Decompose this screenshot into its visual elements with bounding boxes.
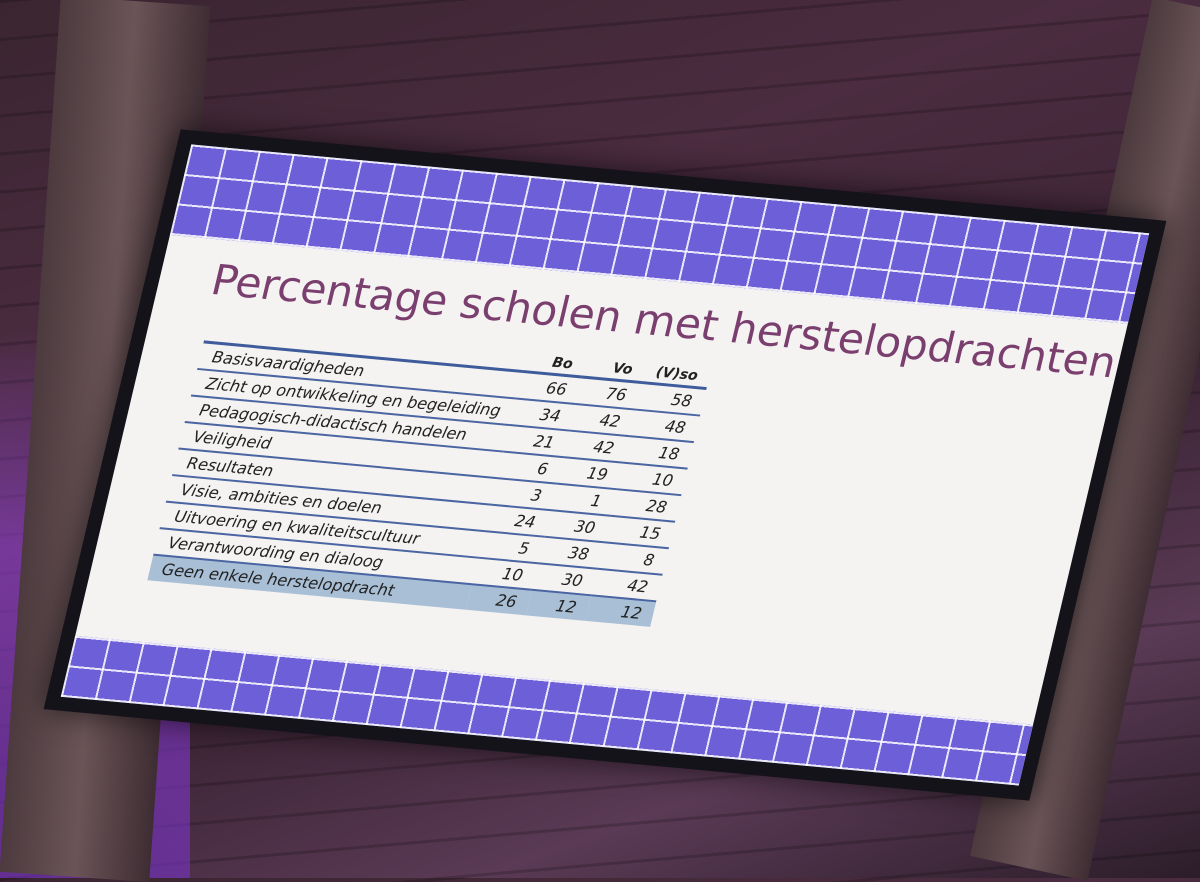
cell: 12 [585,595,656,627]
photo: Percentage scholen met herstelopdrachten… [0,0,1200,878]
grid-band [61,636,1033,786]
screen: Percentage scholen met herstelopdrachten… [44,129,1167,800]
cell: 26 [466,584,532,615]
cell: 12 [526,590,592,621]
slide: Percentage scholen met herstelopdrachten… [61,144,1149,785]
